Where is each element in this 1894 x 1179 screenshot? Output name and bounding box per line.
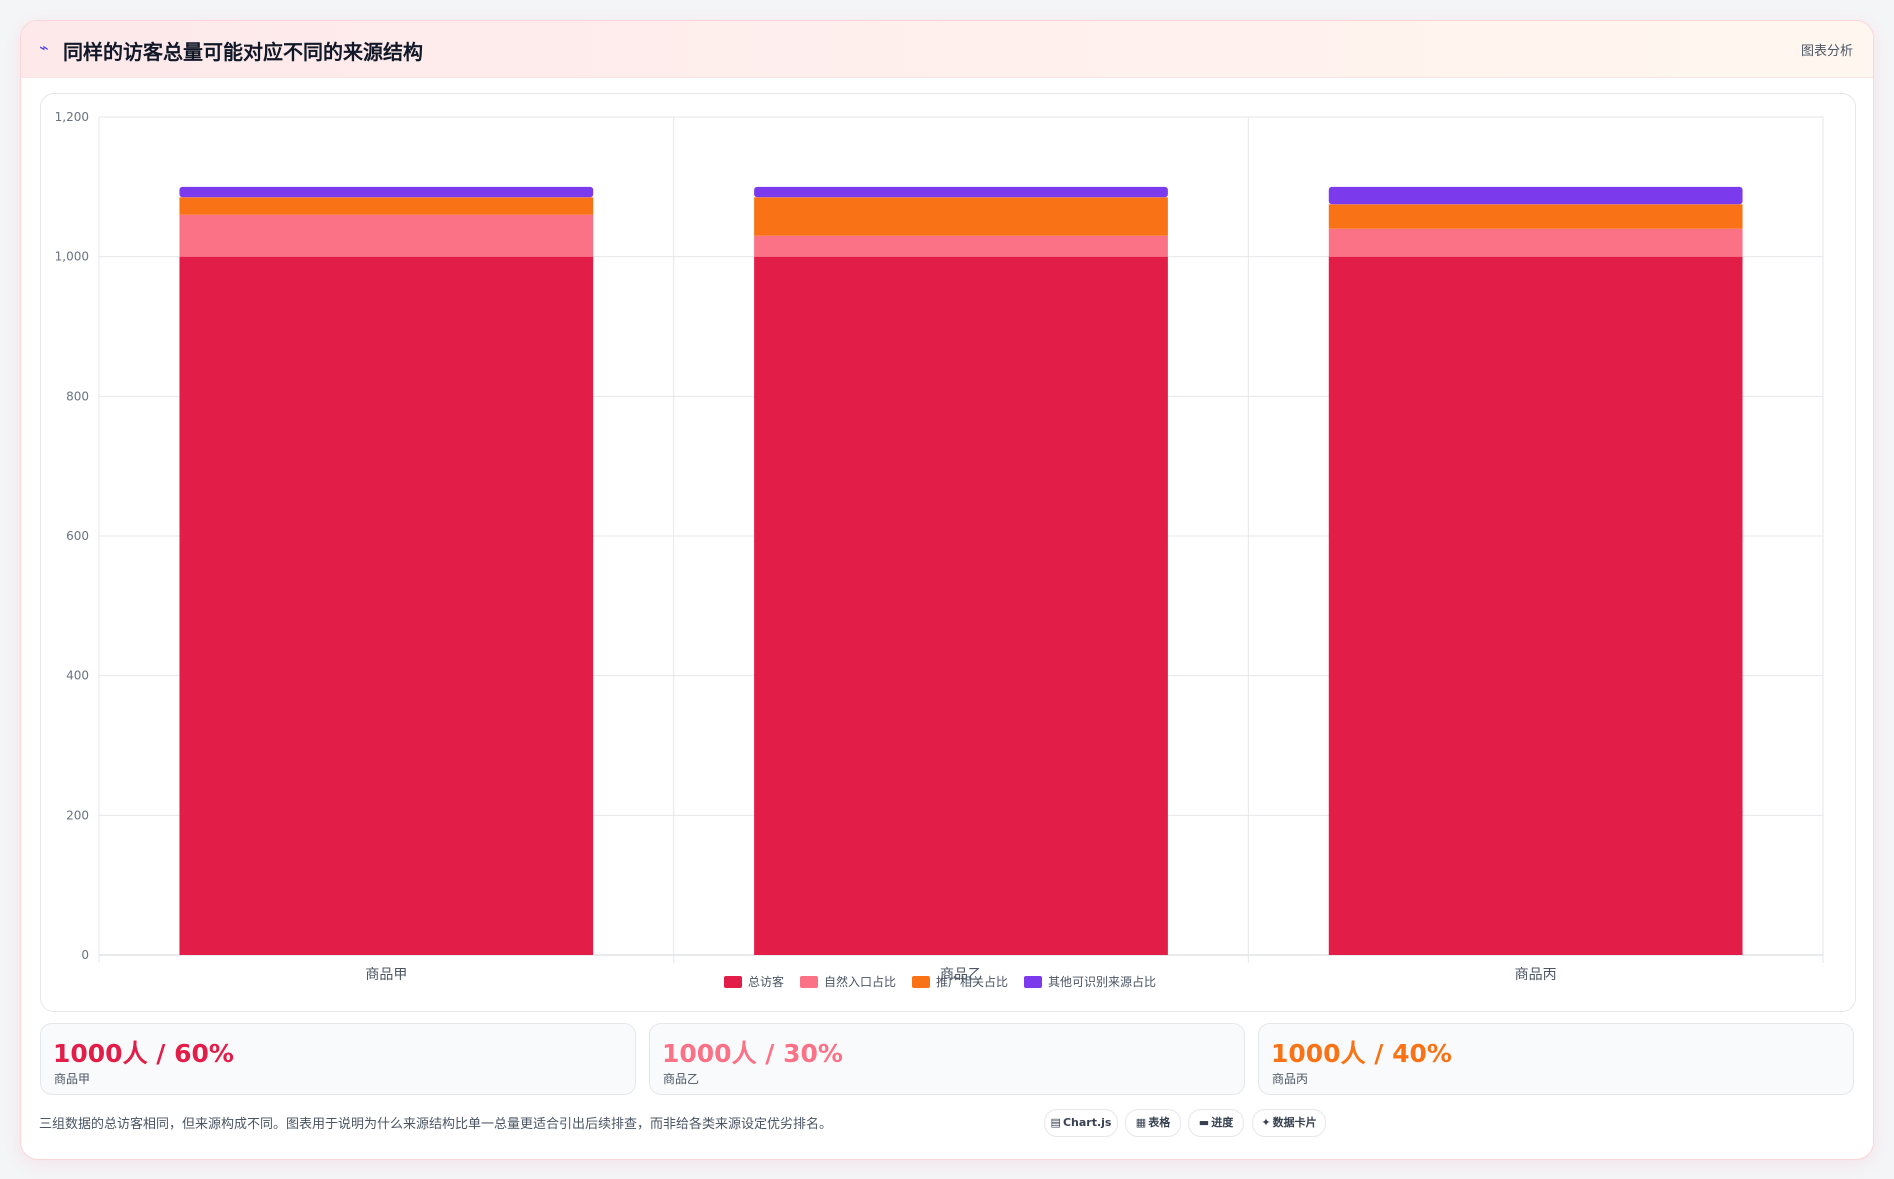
chip-data-card[interactable]: ✦ 数据卡片: [1252, 1109, 1326, 1137]
bar-segment: [179, 197, 594, 215]
chart-panel: 0 200 400 600 800 1,000 1,200 商品甲 商品乙 商品丙 总访客 自然入口占…: [40, 93, 1856, 1012]
chart-card: ⌁ 同样的访客总量可能对应不同的来源结构 图表分析 0 200 400 600 800 1…: [20, 20, 1874, 1160]
stacked-bar-chart: 0 200 400 600 800 1,000 1,200 商品甲 商品乙 商品丙 总访客 自然入口占…: [55, 110, 1824, 989]
header-tag: 图表分析: [1800, 44, 1853, 59]
legend-label: 自然入口占比: [824, 974, 896, 989]
y-tick-label: 400: [66, 669, 89, 683]
stat-label: 商品乙: [663, 1072, 700, 1086]
x-tick-label: 商品甲: [365, 967, 407, 983]
legend-label: 其他可识别来源占比: [1048, 974, 1156, 989]
bar-segment: [754, 197, 1168, 236]
stat-label: 商品丙: [1272, 1072, 1309, 1086]
card-header: ⌁ 同样的访客总量可能对应不同的来源结构 图表分析: [21, 21, 1873, 78]
x-tick-label: 商品丙: [1515, 967, 1557, 983]
page-title: 同样的访客总量可能对应不同的来源结构: [63, 40, 423, 64]
y-tick-label: 1,200: [55, 110, 89, 124]
legend-label: 推广相关占比: [936, 974, 1008, 989]
legend-swatch: [800, 976, 818, 988]
progress-icon: ▬: [1198, 1116, 1210, 1129]
legend-label: 总访客: [748, 974, 784, 989]
y-tick-label: 600: [66, 529, 89, 543]
stat-card-a: 1000人 / 60% 商品甲: [40, 1023, 636, 1095]
card-icon: ✦: [1261, 1116, 1271, 1129]
bar-segment: [754, 256, 1168, 955]
footnote: 三组数据的总访客相同，但来源构成不同。图表用于说明为什么来源结构比单一总量更适合…: [39, 1117, 833, 1132]
stat-label: 商品甲: [54, 1072, 91, 1086]
legend-swatch: [912, 976, 930, 988]
chip-label: 表格: [1148, 1116, 1171, 1129]
chart-icon: ▤: [1050, 1116, 1061, 1129]
bar-segment: [179, 214, 594, 257]
x-tick-label: 商品乙: [940, 967, 982, 983]
bar-segment: [1328, 228, 1743, 257]
bar-segment: [179, 256, 594, 955]
y-tick-label: 0: [81, 948, 89, 962]
bar-segment: [1328, 186, 1743, 205]
y-tick-label: 1,000: [55, 250, 89, 264]
stat-value: 1000人 / 60%: [53, 1039, 234, 1068]
chart-icon: ⌁: [39, 38, 49, 57]
bar-segment: [179, 186, 594, 198]
chip-progress[interactable]: ▬ 进度: [1188, 1109, 1244, 1137]
bar-segment: [754, 235, 1168, 257]
y-tick-label: 200: [66, 808, 89, 822]
table-icon: ▦: [1135, 1116, 1147, 1129]
bar-segment: [1328, 256, 1743, 955]
stat-value: 1000人 / 40%: [1271, 1039, 1452, 1068]
chip-label: 进度: [1211, 1116, 1234, 1129]
chip-label: Chart.js: [1062, 1116, 1112, 1129]
stat-card-c: 1000人 / 40% 商品丙: [1258, 1023, 1854, 1095]
chip-chartjs[interactable]: ▤ Chart.js: [1044, 1109, 1118, 1137]
legend-swatch: [1024, 976, 1042, 988]
legend-swatch: [724, 976, 742, 988]
stat-value: 1000人 / 30%: [662, 1039, 843, 1068]
chip-table[interactable]: ▦ 表格: [1125, 1109, 1181, 1137]
bar-segment: [1328, 204, 1743, 229]
chip-label: 数据卡片: [1272, 1116, 1317, 1129]
y-tick-label: 800: [66, 389, 89, 403]
bar-segment: [754, 186, 1168, 198]
stat-card-b: 1000人 / 30% 商品乙: [649, 1023, 1245, 1095]
